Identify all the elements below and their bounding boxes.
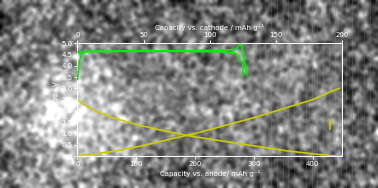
X-axis label: Capacity vs. cathode / mAh g⁻¹: Capacity vs. cathode / mAh g⁻¹	[155, 24, 264, 31]
X-axis label: Capacity vs. anode/ mAh g⁻¹: Capacity vs. anode/ mAh g⁻¹	[160, 170, 260, 177]
Y-axis label: Voltage / V: Voltage / V	[53, 81, 59, 118]
